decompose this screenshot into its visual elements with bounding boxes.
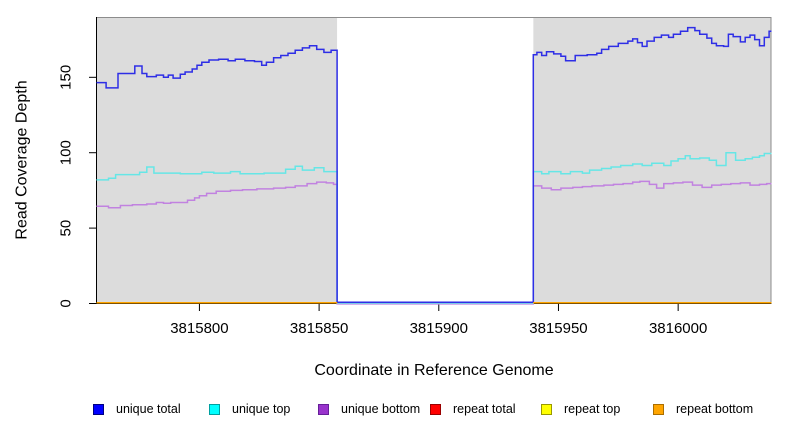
series-line-unique-bottom — [96, 180, 772, 305]
coverage-region-panel — [533, 17, 772, 304]
y-tick-label: 0 — [58, 299, 75, 307]
y-axis-title: Read Coverage Depth — [14, 80, 31, 239]
x-tick-label: 3815950 — [529, 320, 587, 337]
series-line-unique-top — [96, 151, 772, 304]
plot-layer: 3815800 3815850 3815900 3815950 3816000 0 50 10… — [58, 17, 772, 337]
y-tick-label: 100 — [58, 140, 75, 165]
x-tick-label: 3815850 — [290, 320, 348, 337]
series-line-unique-total — [96, 26, 772, 303]
y-tick-label: 50 — [58, 220, 75, 237]
y-tick-label: 150 — [58, 65, 75, 90]
x-tick-label: 3815800 — [170, 320, 228, 337]
x-tick-label: 3815900 — [410, 320, 468, 337]
x-axis-title: Coordinate in Reference Genome — [314, 362, 553, 379]
x-tick-label: 3816000 — [649, 320, 707, 337]
coverage-region-panel — [96, 17, 338, 304]
